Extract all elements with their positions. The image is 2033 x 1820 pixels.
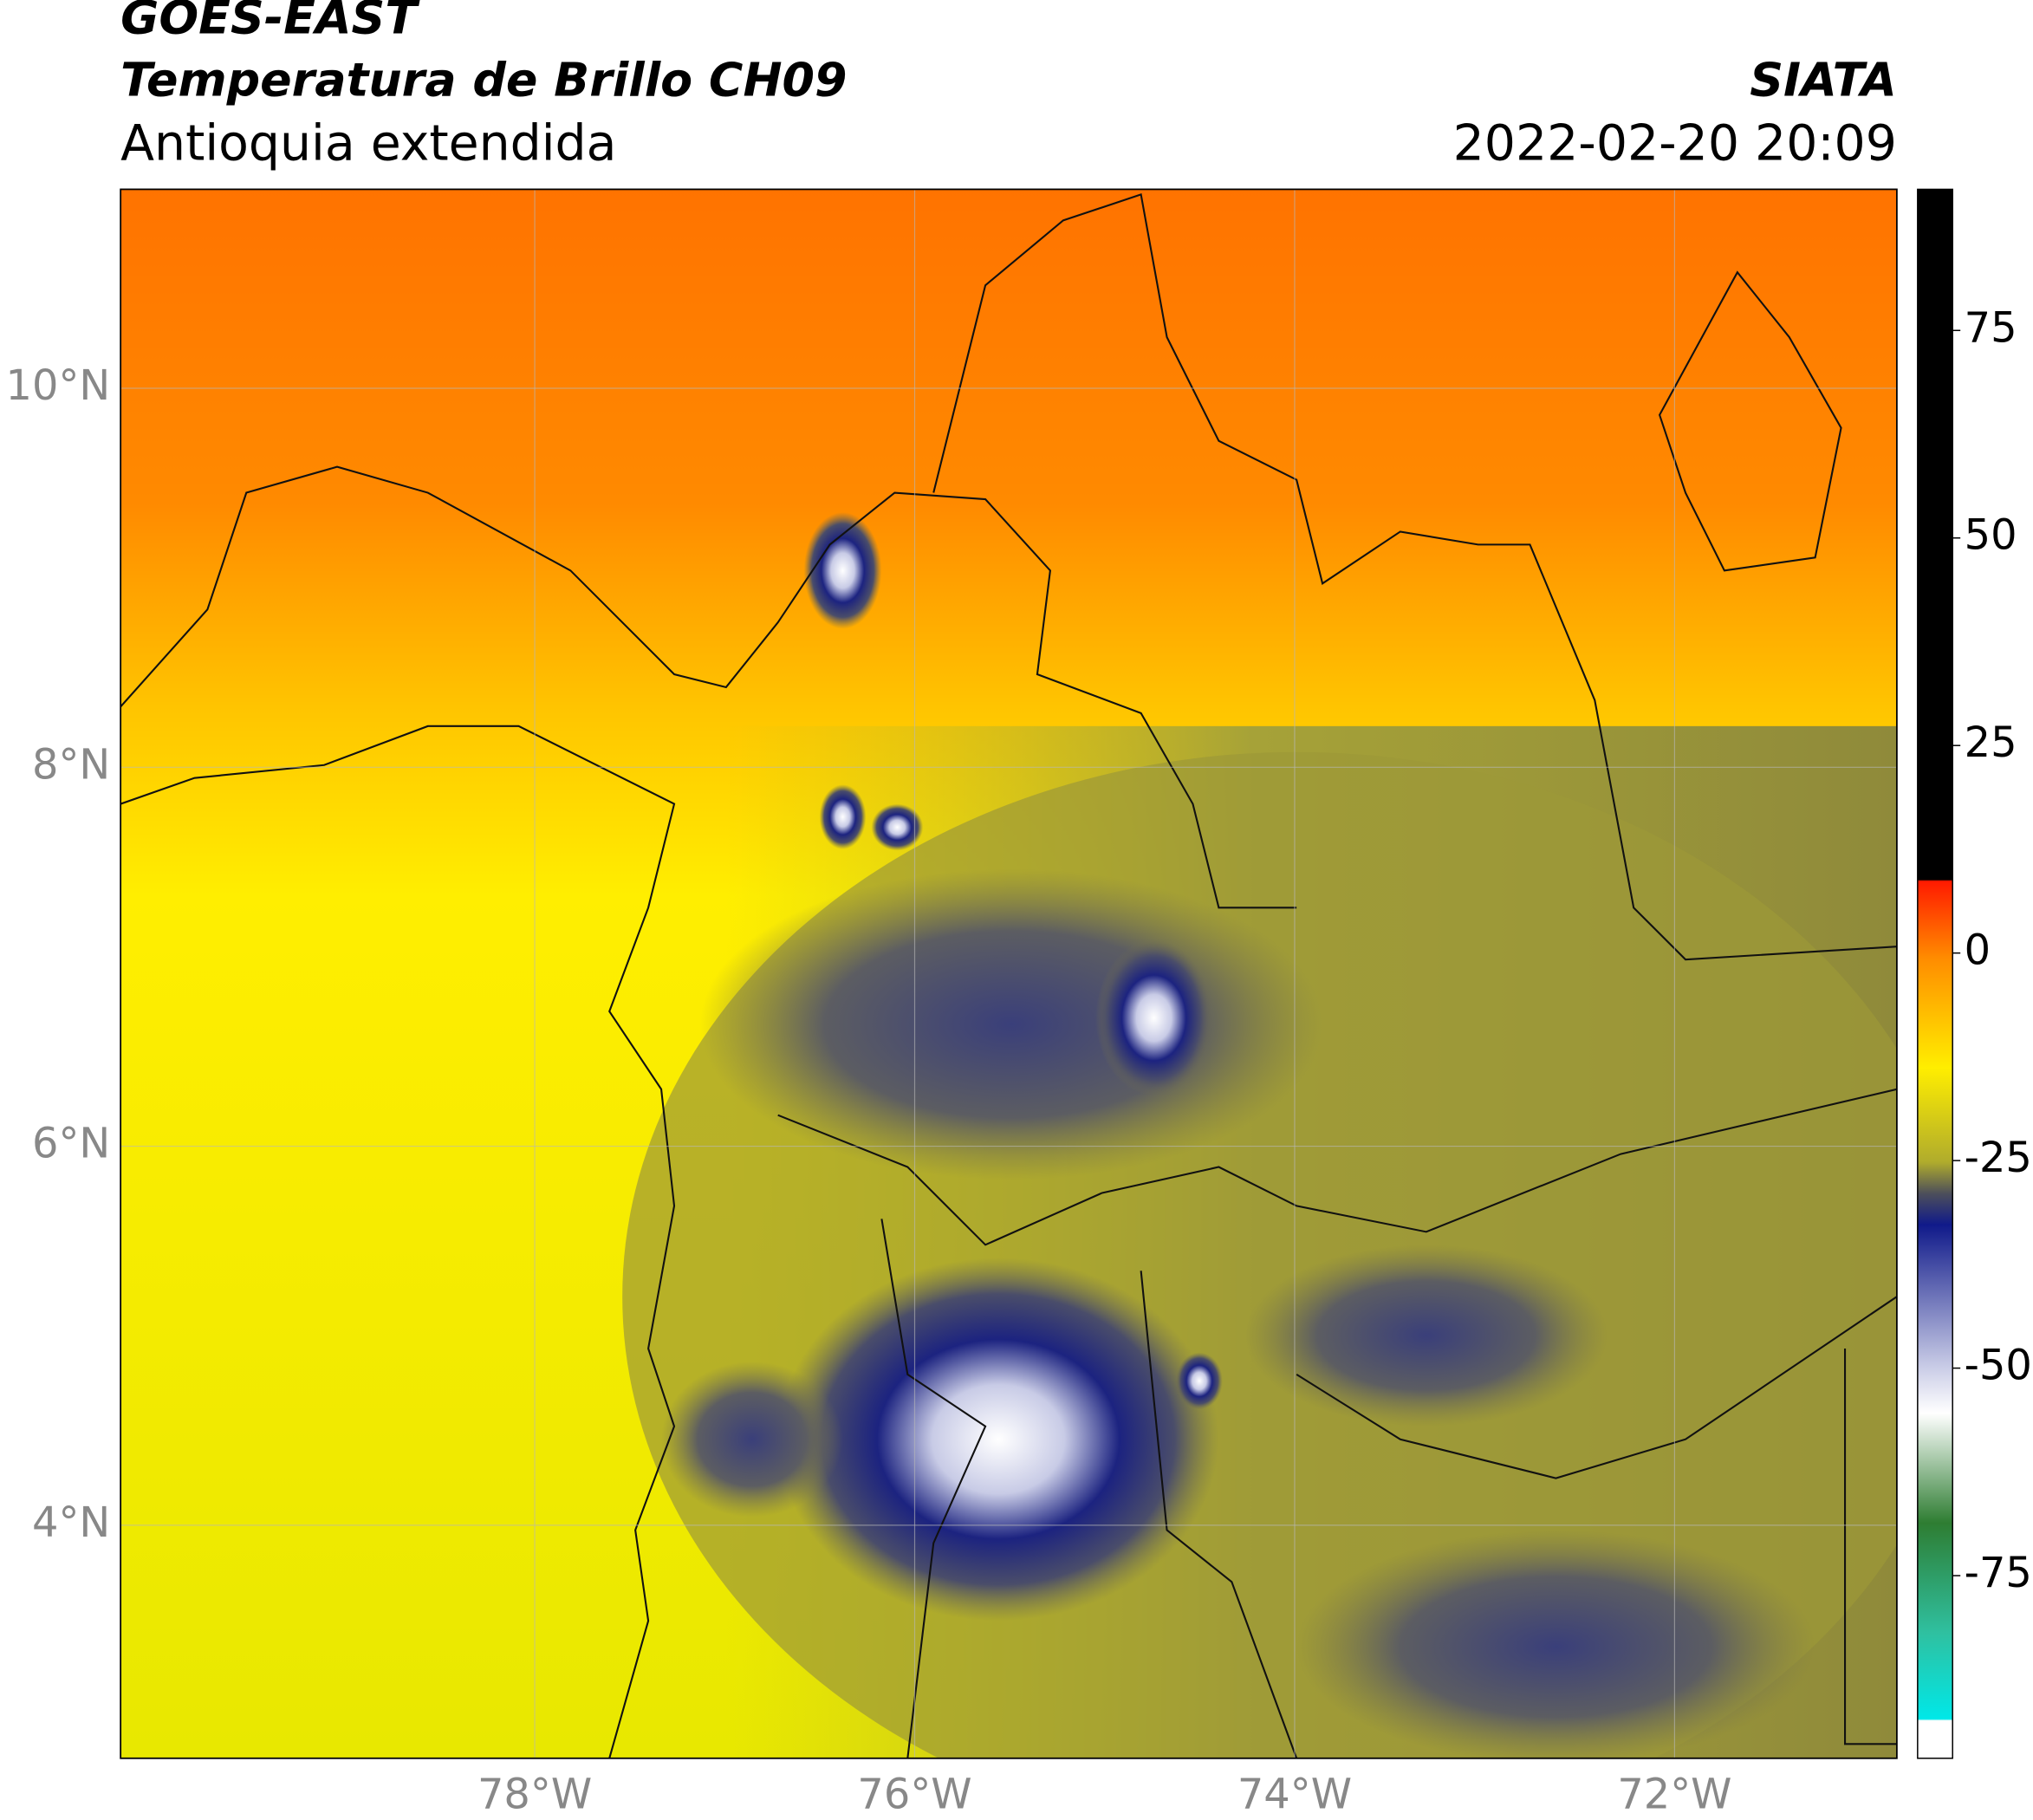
lon-tick-label: 78°W — [477, 1771, 592, 1819]
subtitle: Temperatura de Brillo CH09 — [120, 52, 847, 107]
colorbar — [1917, 188, 1953, 1759]
border — [777, 1088, 1897, 1246]
lat-tick-label: 10°N — [6, 362, 111, 410]
colorbar-tick-label: 25 — [1965, 719, 2017, 767]
cloud-region — [1296, 1530, 1815, 1758]
border — [1140, 1271, 1298, 1758]
border — [932, 193, 1897, 961]
coastline — [120, 725, 676, 1758]
cloud-region — [699, 868, 1323, 1180]
source: SIATA — [1750, 52, 1897, 107]
storm — [871, 803, 924, 851]
lon-tick-label: 76°W — [857, 1771, 971, 1819]
border — [1296, 1296, 1897, 1479]
storm — [1095, 939, 1212, 1096]
colorbar-tick-label: -25 — [1965, 1134, 2032, 1182]
lon-tick-label: 72°W — [1617, 1771, 1731, 1819]
lon-tick-label: 74°W — [1237, 1771, 1352, 1819]
cloud-region — [1244, 1245, 1608, 1427]
datetime: 2022-02-20 20:09 — [1453, 115, 1897, 172]
border — [880, 1219, 987, 1758]
lat-tick-label: 8°N — [32, 741, 110, 789]
storm — [1176, 1352, 1223, 1410]
colorbar-tick-label: 75 — [1965, 304, 2017, 352]
border — [120, 465, 1297, 909]
lat-tick-label: 6°N — [32, 1121, 110, 1168]
border — [1843, 1348, 1897, 1745]
map-frame — [120, 188, 1898, 1759]
storm — [803, 511, 882, 629]
storm — [777, 1258, 1219, 1622]
title: GOES-EAST — [120, 0, 420, 45]
lat-tick-label: 4°N — [32, 1499, 110, 1547]
grid — [120, 189, 1897, 1758]
coastline — [1658, 270, 1842, 572]
colorbar-tick-label: -75 — [1965, 1550, 2032, 1597]
colorbar-tick-label: -50 — [1965, 1342, 2032, 1390]
colorbar-tick-label: 0 — [1965, 927, 1991, 975]
storm — [819, 784, 867, 849]
colorbar-tick-label: 50 — [1965, 512, 2017, 560]
region: Antioquia extendida — [120, 115, 616, 172]
map-image — [120, 189, 1897, 1758]
cloud-region — [661, 1361, 843, 1518]
